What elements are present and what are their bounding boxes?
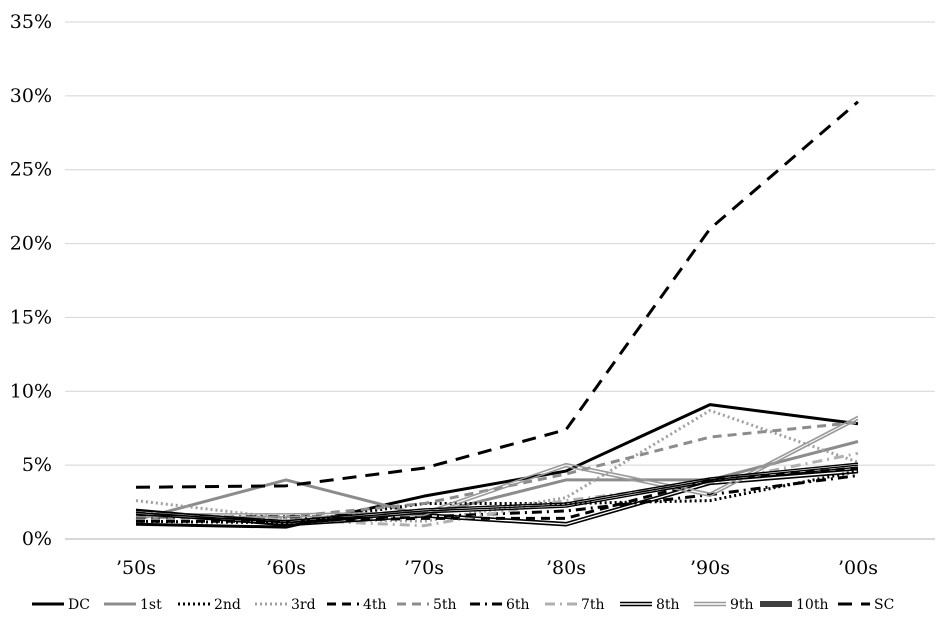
- legend-label: 4th: [363, 597, 387, 613]
- series-line: [135, 464, 859, 524]
- legend-item-dc: DC: [32, 597, 90, 613]
- x-tick-label: ’00s: [838, 557, 878, 579]
- legend-item-3rd: 3rd: [255, 597, 316, 613]
- y-tick-label: 20%: [10, 233, 52, 255]
- legend-item-5th: 5th: [397, 597, 457, 613]
- x-tick-label: ’60s: [266, 557, 306, 579]
- legend-item-8th: 8th: [620, 597, 680, 613]
- legend-label: DC: [68, 597, 90, 613]
- series-line: [135, 100, 859, 489]
- y-tick-label: 15%: [10, 306, 52, 328]
- x-tick-label: ’90s: [690, 557, 730, 579]
- legend-item-6th: 6th: [470, 597, 530, 613]
- gridlines: [65, 21, 935, 540]
- legend-label: 8th: [656, 597, 680, 613]
- legend-label: 7th: [581, 597, 605, 613]
- x-tick-label: ’70s: [404, 557, 444, 579]
- series-line: [136, 415, 859, 515]
- legend-item-4th: 4th: [327, 597, 387, 613]
- series-line: [135, 466, 859, 526]
- series-line: [135, 403, 859, 529]
- series-9th: [136, 415, 859, 518]
- x-axis-ticks: ’50s ’60s ’70s ’80s ’90s ’00s: [116, 557, 878, 579]
- legend-label: 3rd: [291, 597, 316, 613]
- legend-label: 10th: [796, 597, 828, 613]
- legend-label: SC: [874, 597, 894, 613]
- legend-item-10th: 10th: [760, 597, 828, 613]
- series-line: [135, 462, 859, 522]
- y-axis-ticks: 0% 5% 10% 15% 20% 25% 30% 35%: [10, 11, 52, 550]
- legend: DC 1st 2nd 3rd 4th 5th 6th 7th 8th 9th 10th SC: [32, 597, 894, 613]
- legend-item-7th: 7th: [545, 597, 605, 613]
- series-10th: [135, 462, 859, 526]
- legend-item-1st: 1st: [104, 597, 162, 613]
- series-lines: [135, 100, 859, 529]
- legend-item-sc: SC: [838, 597, 894, 613]
- legend-item-2nd: 2nd: [178, 597, 241, 613]
- series-line: [135, 408, 859, 523]
- y-tick-label: 5%: [22, 454, 52, 476]
- y-tick-label: 35%: [10, 11, 52, 33]
- y-tick-label: 30%: [10, 85, 52, 107]
- legend-item-9th: 9th: [694, 597, 754, 613]
- legend-label: 1st: [140, 597, 162, 613]
- series-dc: [135, 403, 859, 529]
- series-sc: [135, 100, 859, 489]
- x-tick-label: ’80s: [546, 557, 586, 579]
- legend-label: 5th: [433, 597, 457, 613]
- y-tick-label: 0%: [22, 528, 52, 550]
- legend-label: 2nd: [214, 597, 241, 613]
- x-tick-label: ’50s: [116, 557, 156, 579]
- series-3rd: [135, 408, 859, 523]
- y-tick-label: 10%: [10, 380, 52, 402]
- legend-label: 9th: [730, 597, 754, 613]
- legend-label: 6th: [506, 597, 530, 613]
- series-line: [136, 418, 859, 518]
- y-tick-label: 25%: [10, 159, 52, 181]
